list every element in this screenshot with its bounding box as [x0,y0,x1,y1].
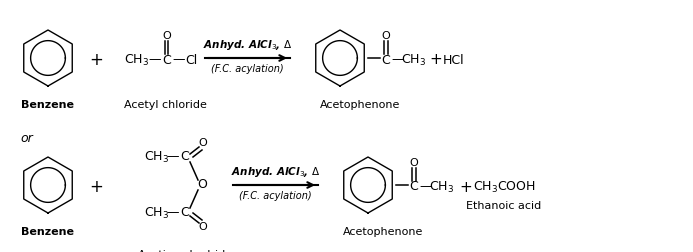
Text: Benzene: Benzene [21,227,75,237]
Text: —: — [173,53,185,67]
Text: O: O [410,158,419,168]
Text: +: + [459,179,473,195]
Text: CH$_3$: CH$_3$ [401,52,427,68]
Text: O: O [199,222,207,232]
Text: +: + [89,178,103,196]
Text: CH$_3$: CH$_3$ [144,149,170,165]
Text: (F.C. acylation): (F.C. acylation) [211,64,284,74]
Text: Acetophenone: Acetophenone [319,100,400,110]
Text: CH$_3$COOH: CH$_3$COOH [473,179,536,195]
Text: Acetyl chloride: Acetyl chloride [123,100,207,110]
Text: (F.C. acylation): (F.C. acylation) [239,191,312,201]
Text: +: + [89,51,103,69]
Text: O: O [382,31,390,41]
Text: +: + [430,52,442,68]
Text: CH$_3$: CH$_3$ [144,205,170,220]
Text: O: O [199,138,207,148]
Text: C: C [181,150,189,164]
Text: —: — [149,53,161,67]
Text: C: C [181,206,189,219]
Text: C: C [163,53,171,67]
Text: C: C [382,53,390,67]
Text: —: — [167,206,179,219]
Text: CH$_3$: CH$_3$ [430,179,455,195]
Text: Benzene: Benzene [21,100,75,110]
Text: O: O [163,31,171,41]
Text: C: C [410,180,419,194]
Text: Ethanoic acid: Ethanoic acid [466,201,542,211]
Text: HCl: HCl [444,53,465,67]
Text: O: O [197,178,207,192]
Text: Anhyd. AlCl$_3$, $\Delta$: Anhyd. AlCl$_3$, $\Delta$ [203,38,292,52]
Text: Acetophenone: Acetophenone [343,227,423,237]
Text: —: — [392,53,404,67]
Text: Anhyd. AlCl$_3$, $\Delta$: Anhyd. AlCl$_3$, $\Delta$ [231,165,320,179]
Text: —: — [420,180,432,194]
Text: or: or [20,132,33,144]
Text: CH$_3$: CH$_3$ [125,52,150,68]
Text: Acetic anhydride: Acetic anhydride [138,250,232,252]
Text: Cl: Cl [185,53,197,67]
Text: —: — [167,150,179,164]
